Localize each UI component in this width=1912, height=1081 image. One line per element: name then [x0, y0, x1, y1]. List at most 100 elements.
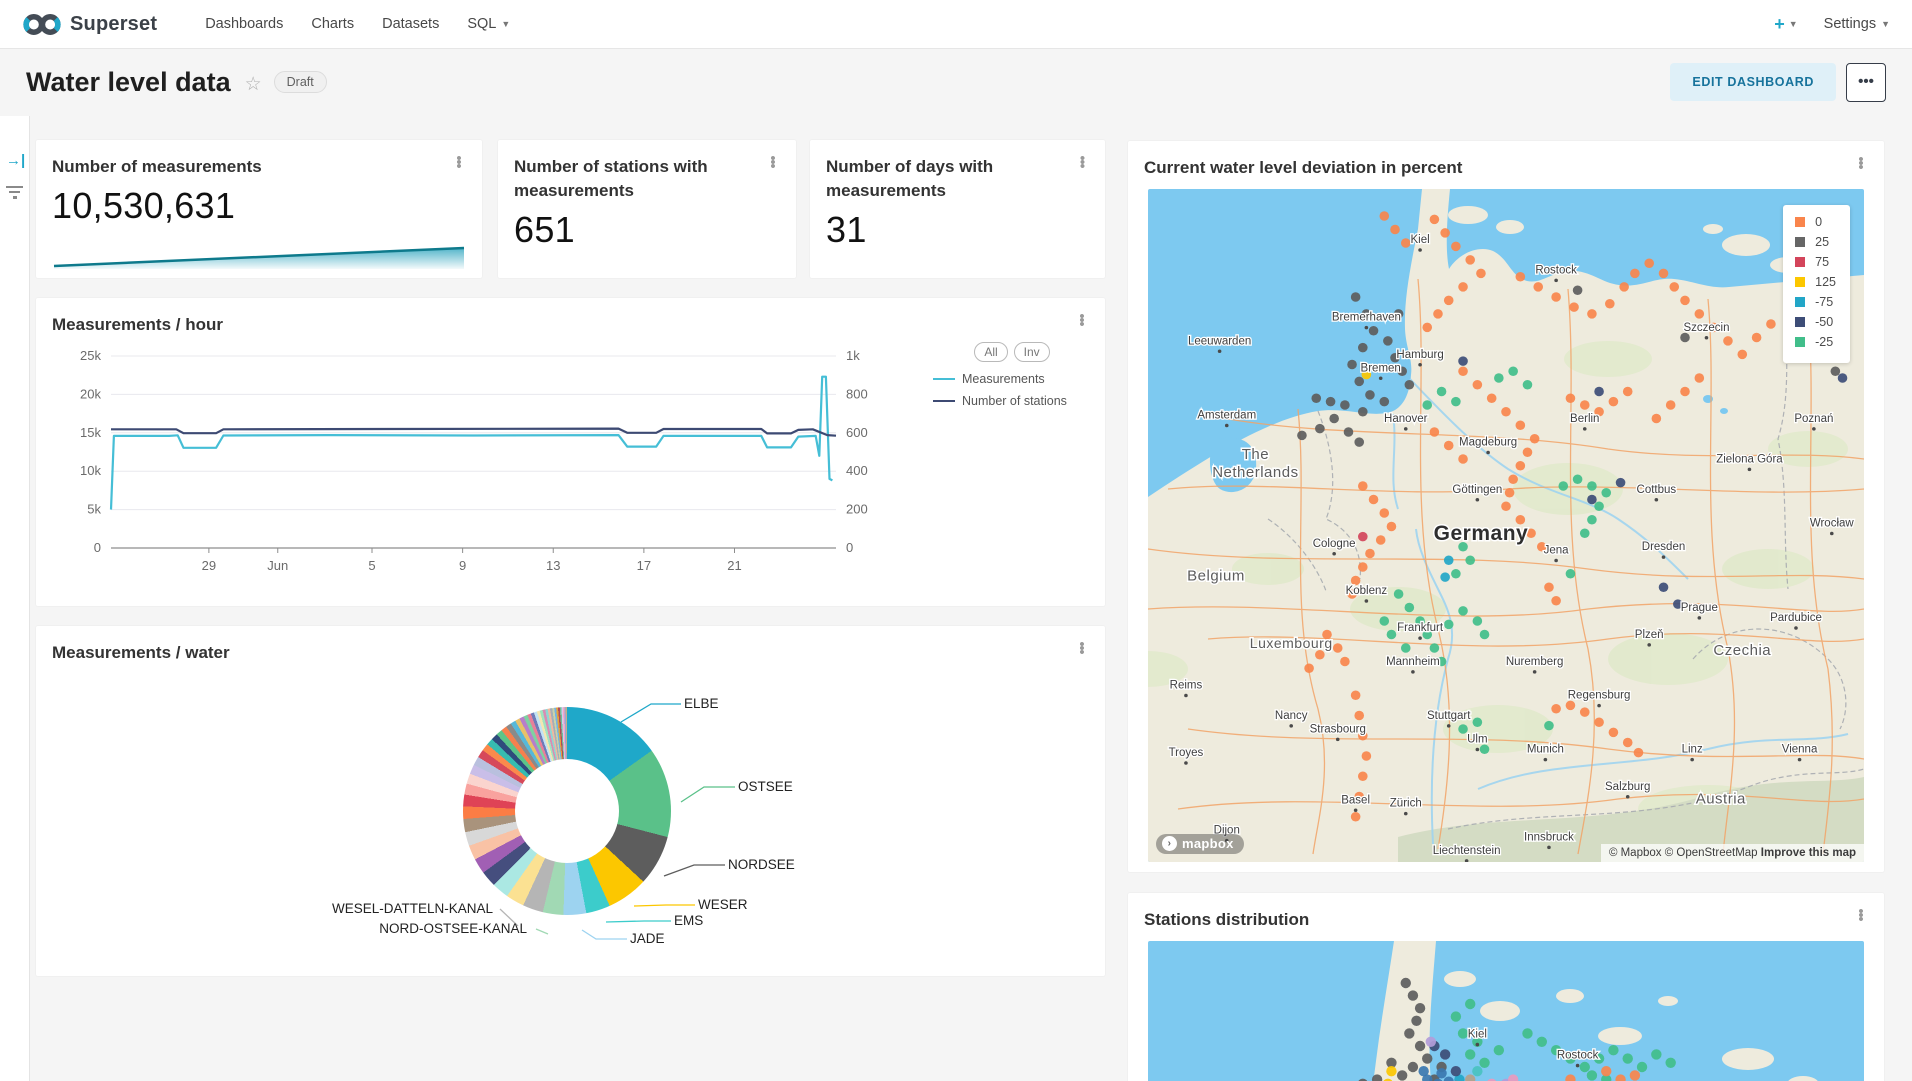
- city-label: Liechtenstein: [1433, 845, 1501, 857]
- deviation-map[interactable]: GermanyTheNetherlandsBelgiumLuxembourgCz…: [1148, 189, 1864, 862]
- expand-filter-bar-icon[interactable]: →|: [6, 152, 25, 169]
- city-label: Strasbourg: [1310, 723, 1366, 735]
- city-label: Amsterdam: [1197, 410, 1256, 422]
- chart-title: Measurements / hour: [52, 313, 223, 337]
- chart-title: Measurements / water: [52, 641, 230, 665]
- nav-datasets[interactable]: Datasets: [382, 16, 439, 32]
- city-label: Kiel: [1468, 1029, 1487, 1041]
- city-label: Rostock: [1535, 264, 1577, 276]
- chart-card-measurements-per-water: Measurements / water ••• ELBE OSTSEE NOR…: [36, 626, 1105, 976]
- kpi-value: 31: [810, 203, 1105, 251]
- kebab-menu-icon[interactable]: •••: [1854, 156, 1868, 168]
- city-label: Jena: [1544, 545, 1570, 557]
- chart-card-measurements-per-hour: Measurements / hour ••• 25k1k20k80015k60…: [36, 298, 1105, 606]
- city-label: Ulm: [1467, 734, 1487, 746]
- mapbox-logo[interactable]: ›mapbox: [1156, 834, 1244, 854]
- city-label: Salzburg: [1605, 781, 1650, 793]
- donut-label-nordsee: NORDSEE: [728, 857, 795, 872]
- edit-dashboard-button[interactable]: EDIT DASHBOARD: [1670, 63, 1836, 101]
- city-label: Kiel: [1410, 234, 1429, 246]
- kebab-menu-icon[interactable]: •••: [766, 155, 780, 167]
- donut-chart[interactable]: [463, 707, 671, 915]
- city-label: Koblenz: [1346, 585, 1388, 597]
- city-label: Nancy: [1275, 710, 1308, 722]
- chart-title: Current water level deviation in percent: [1144, 156, 1462, 180]
- kpi-sparkline: [52, 236, 466, 270]
- svg-text:15k: 15k: [80, 425, 101, 440]
- settings-menu[interactable]: Settings▼: [1824, 16, 1890, 32]
- legend-swatch: [1795, 337, 1805, 347]
- city-label: Stuttgart: [1427, 710, 1471, 722]
- kpi-title: Number of measurements: [52, 155, 262, 179]
- svg-text:0: 0: [94, 540, 101, 555]
- city-label: Linz: [1682, 744, 1703, 756]
- legend-label: 0: [1815, 215, 1822, 229]
- chart-title: Stations distribution: [1144, 908, 1309, 932]
- stations-map[interactable]: KielRostock: [1148, 941, 1864, 1081]
- svg-text:21: 21: [727, 558, 741, 573]
- map-attribution: © Mapbox © OpenStreetMap Improve this ma…: [1601, 844, 1864, 862]
- city-label: Reims: [1170, 680, 1203, 692]
- city-label: Göttingen: [1452, 484, 1502, 496]
- map-canvas: KielRostock: [1148, 941, 1864, 1081]
- city-label: Bremerhaven: [1332, 312, 1401, 324]
- donut-label-jade: JADE: [630, 931, 665, 946]
- superset-logo[interactable]: Superset: [22, 11, 157, 38]
- city-label: Innsbruck: [1524, 831, 1574, 843]
- svg-text:800: 800: [846, 386, 868, 401]
- city-label: Mannheim: [1386, 656, 1440, 668]
- brand-name: Superset: [70, 13, 157, 36]
- legend-item-measurements[interactable]: Measurements: [933, 372, 1091, 386]
- filter-icon[interactable]: [6, 186, 23, 202]
- legend-item-number-of-stations[interactable]: Number of stations: [933, 394, 1091, 408]
- superset-dashboard-app: Superset Dashboards Charts Datasets SQL▼…: [0, 0, 1912, 1081]
- city-label: Cologne: [1313, 538, 1356, 550]
- svg-text:10k: 10k: [80, 463, 101, 478]
- kebab-menu-icon[interactable]: •••: [1075, 641, 1089, 653]
- top-navbar: Superset Dashboards Charts Datasets SQL▼…: [0, 0, 1912, 49]
- legend-all-button[interactable]: All: [974, 342, 1007, 362]
- nav-charts[interactable]: Charts: [311, 16, 354, 32]
- country-label: Luxembourg: [1250, 635, 1333, 651]
- favorite-star-icon[interactable]: ☆: [245, 73, 262, 96]
- legend-label: 125: [1815, 275, 1836, 289]
- city-label: Magdeburg: [1459, 437, 1517, 449]
- legend-label: -25: [1815, 335, 1833, 349]
- legend-inv-button[interactable]: Inv: [1014, 342, 1050, 362]
- kebab-menu-icon[interactable]: •••: [1075, 313, 1089, 325]
- legend-item: -50: [1795, 315, 1836, 329]
- nav-dashboards[interactable]: Dashboards: [205, 16, 283, 32]
- legend-swatch: [1795, 317, 1805, 327]
- svg-text:200: 200: [846, 502, 868, 517]
- city-label: Zielona Góra: [1716, 453, 1783, 465]
- svg-text:13: 13: [546, 558, 560, 573]
- dashboard-more-button[interactable]: •••: [1846, 63, 1886, 102]
- kpi-card-days: Number of days with measurements ••• 31: [810, 140, 1105, 278]
- nav-sql[interactable]: SQL▼: [467, 16, 510, 32]
- filter-bar-collapsed: →|: [0, 116, 30, 1081]
- kebab-menu-icon[interactable]: •••: [1854, 908, 1868, 920]
- city-label: Basel: [1341, 794, 1370, 806]
- city-label: Hamburg: [1396, 349, 1443, 361]
- city-label: Bremen: [1361, 362, 1401, 374]
- svg-text:600: 600: [846, 425, 868, 440]
- new-item-button[interactable]: +▼: [1774, 14, 1797, 35]
- kebab-menu-icon[interactable]: •••: [452, 155, 466, 167]
- kpi-card-stations: Number of stations with measurements •••…: [498, 140, 796, 278]
- city-label: Regensburg: [1568, 690, 1631, 702]
- donut-label-ostsee: OSTSEE: [738, 779, 793, 794]
- city-label: Nuremberg: [1506, 656, 1564, 668]
- svg-text:0: 0: [846, 540, 853, 555]
- legend-swatch: [933, 378, 955, 380]
- legend-item: -25: [1795, 335, 1836, 349]
- map-legend: 02575125-75-50-25: [1783, 205, 1850, 363]
- svg-text:29: 29: [202, 558, 216, 573]
- kpi-title: Number of days with measurements: [826, 155, 1076, 203]
- chevron-down-icon: ▼: [1881, 19, 1890, 29]
- donut-label-nord-ostsee-kanal: NORD-OSTSEE-KANAL: [379, 921, 527, 936]
- improve-map-link[interactable]: Improve this map: [1761, 847, 1856, 859]
- map-canvas: GermanyTheNetherlandsBelgiumLuxembourgCz…: [1148, 189, 1864, 862]
- city-label: Berlin: [1570, 413, 1599, 425]
- svg-text:1k: 1k: [846, 348, 860, 363]
- kebab-menu-icon[interactable]: •••: [1076, 155, 1089, 167]
